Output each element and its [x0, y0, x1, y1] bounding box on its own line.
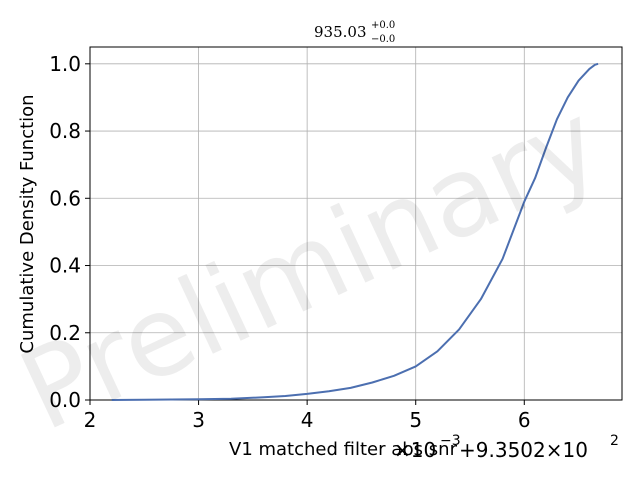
plot-frame [89, 46, 623, 401]
y-axis-label: Cumulative Density Function [17, 94, 38, 353]
y-tick-label: 0.0 [49, 388, 81, 412]
axis-ticks [85, 63, 525, 405]
x-tick-label: 3 [192, 408, 205, 432]
x-tick-label: 4 [301, 408, 314, 432]
x-offset-shift-exp: 2 [610, 433, 619, 449]
axis-tick-labels: 2 3 4 5 6 0.0 0.2 0.4 0.6 0.8 1.0 [49, 52, 530, 432]
x-offset-text: ×10 −3 +9.3502×10 2 [394, 433, 619, 462]
x-offset-shift: +9.3502×10 [459, 438, 588, 462]
y-tick-label: 0.8 [49, 119, 81, 143]
x-offset-scale-exp: −3 [440, 433, 461, 449]
x-axis-label: V1 matched filter abs snr [229, 439, 458, 460]
x-tick-label: 6 [518, 408, 531, 432]
y-tick-label: 0.4 [49, 254, 81, 278]
chart-title: 935.03 [314, 23, 367, 41]
x-tick-label: 5 [409, 408, 422, 432]
y-tick-label: 0.2 [49, 321, 81, 345]
x-offset-scale: ×10 [394, 438, 436, 462]
chart-title-upper: +0.0 [371, 20, 395, 31]
cdf-series-line [111, 62, 599, 401]
y-tick-label: 0.6 [49, 186, 81, 210]
grid-lines [89, 47, 622, 401]
chart-title-lower: −0.0 [371, 34, 395, 45]
series-layer [111, 62, 599, 401]
x-tick-label: 2 [84, 408, 97, 432]
y-tick-label: 1.0 [49, 52, 81, 76]
